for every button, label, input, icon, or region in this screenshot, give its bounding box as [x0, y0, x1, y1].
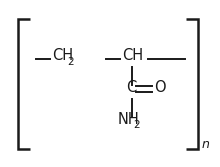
Text: CH: CH — [52, 48, 73, 63]
Text: C: C — [126, 80, 136, 96]
Text: NH: NH — [118, 113, 140, 127]
Text: O: O — [154, 80, 166, 96]
Text: n: n — [202, 138, 210, 151]
Text: 2: 2 — [133, 120, 140, 130]
Text: 2: 2 — [67, 57, 74, 67]
Text: CH: CH — [122, 48, 143, 63]
